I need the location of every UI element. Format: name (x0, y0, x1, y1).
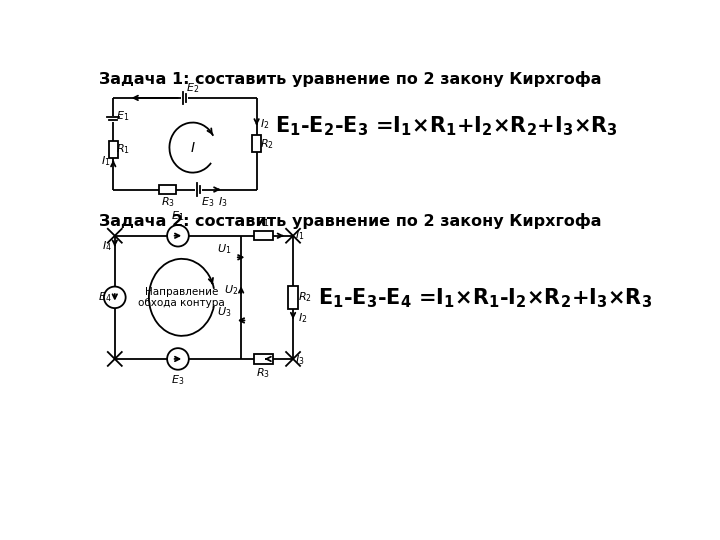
Text: $U_3$: $U_3$ (217, 305, 232, 319)
Bar (254, 354, 272, 363)
Text: $R_3$: $R_3$ (256, 366, 270, 380)
Text: $E_3$: $E_3$ (171, 373, 184, 387)
Text: $I_1$: $I_1$ (101, 154, 110, 168)
Text: $E_2$: $E_2$ (186, 81, 199, 95)
Text: $I_4$: $I_4$ (102, 239, 112, 253)
Bar (253, 135, 261, 152)
Text: $R_1$: $R_1$ (117, 143, 130, 157)
Text: $U_1$: $U_1$ (217, 242, 232, 256)
Text: $I_3$: $I_3$ (218, 195, 228, 209)
Text: $E_4$: $E_4$ (98, 291, 112, 304)
Text: $E_1$: $E_1$ (171, 209, 184, 222)
Text: Задача 1: составить уравнение по 2 закону Кирхгофа: Задача 1: составить уравнение по 2 закон… (99, 71, 602, 87)
Text: $E_3$: $E_3$ (201, 195, 214, 209)
Text: $\mathbf{E_1}$-$\mathbf{E_2}$-$\mathbf{E_3}$ =$\mathbf{I_1}$$\mathbf{\times}$$\m: $\mathbf{E_1}$-$\mathbf{E_2}$-$\mathbf{E… (275, 114, 618, 138)
Text: $I$: $I$ (190, 140, 196, 154)
Bar (289, 286, 297, 309)
Text: $I_2$: $I_2$ (299, 311, 308, 325)
Bar (254, 231, 272, 240)
Text: $I_2$: $I_2$ (260, 118, 269, 131)
Text: $E_1$: $E_1$ (117, 110, 130, 123)
Text: $R_1$: $R_1$ (256, 215, 270, 229)
Text: $I_1$: $I_1$ (295, 228, 305, 242)
Text: Направление
обхода контура: Направление обхода контура (138, 287, 225, 308)
Text: $\mathbf{E_1}$-$\mathbf{E_3}$-$\mathbf{E_4}$ =$\mathbf{I_1}$$\mathbf{\times}$$\m: $\mathbf{E_1}$-$\mathbf{E_3}$-$\mathbf{E… (318, 286, 652, 310)
Text: $R_2$: $R_2$ (260, 137, 274, 151)
Text: $R_3$: $R_3$ (161, 195, 174, 209)
Bar (109, 141, 117, 158)
Text: $I_3$: $I_3$ (295, 353, 305, 367)
Bar (159, 185, 176, 194)
Text: Задача 2: составить уравнение по 2 закону Кирхгофа: Задача 2: составить уравнение по 2 закон… (99, 213, 602, 228)
Text: $U_2$: $U_2$ (224, 283, 238, 296)
Text: $R_2$: $R_2$ (299, 291, 312, 304)
